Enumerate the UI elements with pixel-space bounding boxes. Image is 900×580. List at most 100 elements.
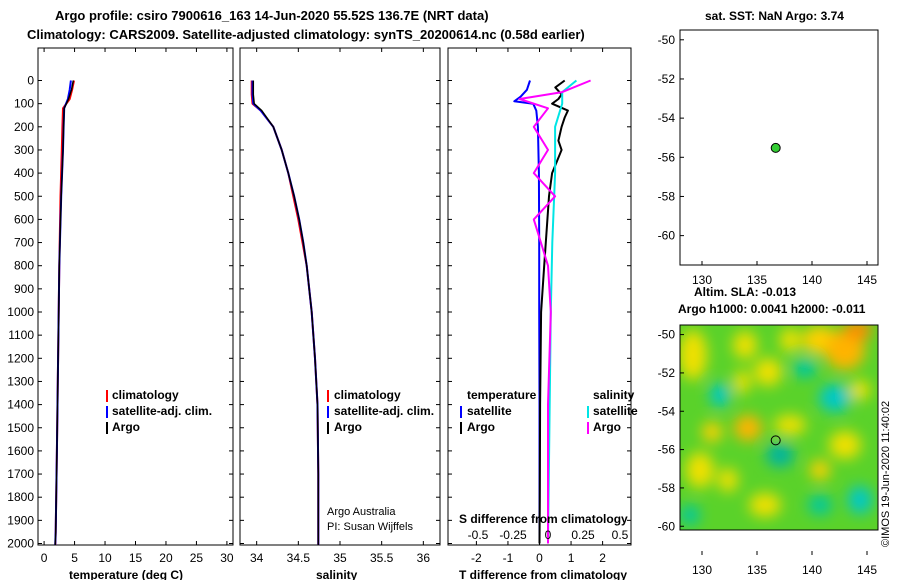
depth-tick-label: 800 — [14, 259, 34, 273]
salinity-legend: climatology satellite-adj. clim. Argo Ar… — [327, 388, 434, 533]
map-y-tick-label: -60 — [658, 519, 676, 533]
depth-tick-label: 100 — [14, 97, 34, 111]
temperature-panel — [37, 47, 234, 546]
series-line — [538, 79, 569, 544]
map-x-tick-label: 140 — [802, 273, 822, 287]
map-x-tick-label: 145 — [857, 273, 877, 287]
depth-tick-label: 1200 — [7, 351, 34, 365]
legend-label-t-satellite: satellite — [467, 404, 512, 418]
map-y-tick-label: -50 — [658, 328, 676, 342]
map-y-tick-label: -52 — [658, 72, 676, 86]
map-y-tick-label: -54 — [658, 111, 676, 125]
map-y-tick-label: -54 — [658, 404, 676, 418]
map-y-tick-label: -60 — [658, 229, 676, 243]
depth-tick-label: 1700 — [7, 467, 34, 481]
difference-top-xlabel: S difference from climatology — [459, 512, 628, 526]
x-tick-label: -1 — [503, 551, 514, 565]
map-x-tick-label: 135 — [747, 563, 767, 577]
figure-title-line1: Argo profile: csiro 7900616_163 14-Jun-2… — [55, 8, 489, 23]
x-tick-label: -2 — [471, 551, 482, 565]
x-tick-label: 5 — [71, 551, 78, 565]
map-y-tick-label: -52 — [658, 366, 676, 380]
legend-label-argo: Argo — [334, 420, 362, 434]
temperature-xlabel: temperature (deg C) — [69, 568, 183, 580]
x-tick-label: 2 — [599, 551, 606, 565]
x-tick-label: 30 — [220, 551, 234, 565]
map-x-tick-label: 135 — [747, 273, 767, 287]
sla-anomaly-blobs — [680, 325, 872, 525]
map-y-tick-label: -56 — [658, 150, 676, 164]
depth-tick-label: 1100 — [8, 328, 34, 342]
top-x-tick-label: 0.25 — [571, 528, 595, 542]
depth-tick-label: 900 — [14, 282, 34, 296]
x-tick-label: 34.5 — [287, 551, 311, 565]
temperature-series-group — [54, 80, 75, 545]
depth-tick-label: 1400 — [7, 398, 34, 412]
series-line — [513, 80, 541, 544]
series-line — [547, 79, 578, 544]
depth-tick-label: 600 — [14, 212, 34, 226]
x-tick-label: 25 — [190, 551, 204, 565]
legend-label-climatology: climatology — [334, 388, 401, 402]
depth-tick-label: 1500 — [7, 421, 34, 435]
x-tick-label: 0 — [536, 551, 543, 565]
sst-map-panel — [679, 29, 879, 266]
depth-tick-label: 1000 — [7, 305, 34, 319]
x-tick-label: 0 — [41, 551, 48, 565]
x-tick-label: 34 — [250, 551, 264, 565]
legend-label-satellite: satellite-adj. clim. — [334, 404, 434, 418]
credit-line1: Argo Australia — [327, 506, 396, 518]
legend-label-satellite: satellite-adj. clim. — [112, 404, 212, 418]
legend-label-climatology: climatology — [112, 388, 179, 402]
series-line — [250, 80, 320, 545]
difference-series-group — [513, 79, 591, 544]
top-x-tick-label: 0 — [545, 528, 552, 542]
depth-tick-label: 1300 — [7, 374, 34, 388]
difference-xlabel: T difference from climatology — [459, 568, 627, 580]
series-line — [518, 79, 591, 544]
legend-label-s-argo: Argo — [593, 420, 621, 434]
x-tick-label: 35.5 — [370, 551, 394, 565]
legend-label-t-argo: Argo — [467, 420, 495, 434]
legend-title-temperature: temperature — [467, 388, 537, 402]
sla-heatmap — [680, 325, 878, 530]
map-y-tick-label: -58 — [658, 189, 676, 203]
depth-axis: 0 100 200 300 400 500 600 700 800 900 1000 1100 1200… — [7, 74, 631, 551]
depth-tick-label: 2000 — [7, 537, 34, 551]
map-y-tick-label: -56 — [658, 443, 676, 457]
credit-line2: PI: Susan Wijffels — [327, 521, 413, 533]
sst-map-title: sat. SST: NaN Argo: 3.74 — [705, 9, 844, 23]
sst-map-axes: 130 135 140 145 -50 -52 -54 -56 -58 -60 — [658, 33, 878, 287]
sla-map-title2: Argo h1000: 0.0041 h2000: -0.011 — [678, 302, 866, 316]
depth-tick-label: 400 — [14, 166, 34, 180]
legend-label-s-satellite: satellite — [593, 404, 638, 418]
x-tick-label: 15 — [129, 551, 143, 565]
legend-label-argo: Argo — [112, 420, 140, 434]
top-x-tick-label: -0.25 — [499, 528, 527, 542]
depth-tick-label: 200 — [14, 120, 34, 134]
sla-map-panel — [679, 324, 879, 531]
x-tick-label: 36 — [417, 551, 431, 565]
argo-position-ring — [770, 435, 781, 446]
series-line — [251, 80, 320, 545]
x-tick-label: 1 — [568, 551, 575, 565]
top-x-tick-label: -0.5 — [468, 528, 489, 542]
depth-tick-label: 0 — [27, 74, 34, 88]
sla-map-title1: Altim. SLA: -0.013 — [694, 285, 796, 299]
depth-tick-label: 1900 — [7, 513, 34, 527]
map-y-tick-label: -58 — [658, 481, 676, 495]
salinity-series-group — [250, 80, 320, 545]
depth-tick-label: 1800 — [7, 490, 34, 504]
x-tick-label: 35 — [333, 551, 347, 565]
x-tick-label: 20 — [159, 551, 173, 565]
depth-tick-label: 1600 — [7, 444, 34, 458]
map-y-tick-label: -50 — [658, 33, 676, 47]
map-x-tick-label: 130 — [692, 563, 712, 577]
map-x-tick-label: 130 — [692, 273, 712, 287]
legend-title-salinity: salinity — [593, 388, 635, 402]
figure-title-line2: Climatology: CARS2009. Satellite-adjuste… — [27, 27, 585, 42]
imos-stamp: ©IMOS 19-Jun-2020 11:40:02 — [880, 401, 892, 547]
top-x-tick-label: 0.5 — [612, 528, 629, 542]
x-axes: 0 5 10 15 20 25 30 34 34.5 35 35.5 36 -2 -1 0 1 2 -0.5 -0.… — [41, 48, 629, 565]
